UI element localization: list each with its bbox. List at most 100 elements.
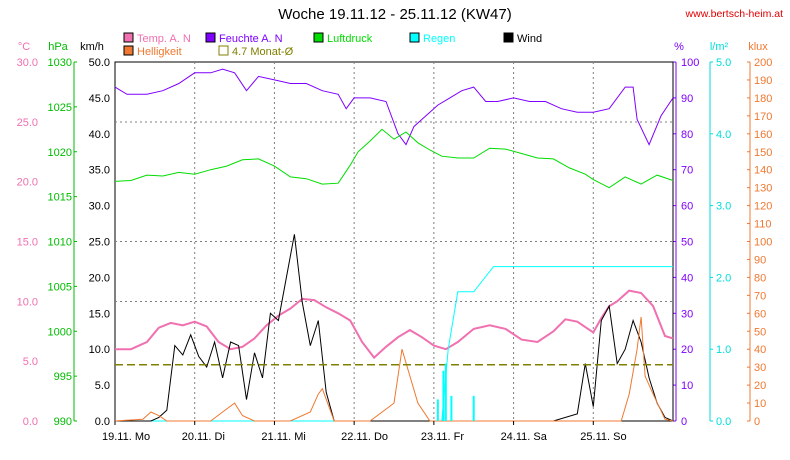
axis-ticks: 30.025.020.015.010.05.00.010301025102010…: [17, 57, 773, 428]
tick-label: 35.0: [89, 165, 110, 177]
tick-label: 10.0: [89, 344, 110, 356]
tick-label: 25.0: [89, 237, 110, 249]
legend-swatch: [313, 32, 324, 43]
tick-label: 1.0: [716, 344, 731, 356]
tick-label: 5.0: [716, 57, 731, 69]
axis-unit-label: °C: [18, 41, 30, 53]
tick-label: 0.0: [95, 416, 110, 428]
legend-label: Luftdruck: [327, 33, 373, 45]
tick-label: 20: [681, 344, 693, 356]
legend-label: Helligkeit: [137, 46, 182, 58]
tick-label: 45.0: [89, 93, 110, 105]
tick-label: 1015: [48, 192, 72, 204]
tick-label: 100: [681, 57, 699, 69]
tick-label: 1025: [48, 102, 72, 114]
tick-label: 1020: [48, 147, 72, 159]
tick-label: 140: [754, 165, 772, 177]
tick-label: 10: [754, 398, 766, 410]
tick-label: 15.0: [89, 308, 110, 320]
tick-label: 200: [754, 57, 772, 69]
legend-label: Feuchte A. N: [219, 33, 283, 45]
tick-label: 100: [754, 237, 772, 249]
legend-swatch: [409, 32, 420, 43]
axis-units: °C hPa km/h% l/m² klux: [18, 41, 768, 53]
tick-label: 190: [754, 75, 772, 87]
legend-swatch: [123, 45, 134, 56]
tick-label: 15.0: [17, 237, 38, 249]
tick-label: 130: [754, 183, 772, 195]
axis-unit-label: km/h: [80, 41, 104, 53]
tick-label: 70: [681, 165, 693, 177]
legend-swatch: [205, 32, 216, 43]
tick-label: 0: [754, 416, 760, 428]
x-tick-label: 20.11. Di: [182, 431, 225, 443]
tick-label: 20.0: [89, 272, 110, 284]
tick-label: 995: [54, 371, 72, 383]
x-tick-label: 21.11. Mi: [261, 431, 305, 443]
x-tick-label: 22.11. Do: [341, 431, 388, 443]
axis-unit-label: hPa: [48, 41, 68, 53]
tick-label: 5.0: [23, 356, 38, 368]
tick-label: 90: [681, 93, 693, 105]
series-temp-a-n: [115, 289, 674, 360]
tick-label: 40.0: [89, 129, 110, 141]
series-wind: [115, 234, 674, 422]
tick-label: 10.0: [17, 296, 38, 308]
tick-label: 0: [681, 416, 687, 428]
x-tick-label: 23.11. Fr: [421, 431, 465, 443]
tick-label: 90: [754, 254, 766, 266]
tick-label: 30: [754, 362, 766, 374]
tick-label: 150: [754, 147, 772, 159]
legend-label: Wind: [517, 33, 542, 45]
series-luftdruck: [114, 128, 674, 189]
tick-label: 50: [681, 237, 693, 249]
chart-title: Woche 19.11.12 - 25.11.12 (KW47): [278, 6, 511, 23]
tick-label: 25.0: [17, 117, 38, 129]
tick-label: 1000: [48, 326, 72, 338]
legend: Temp. A. N Feuchte A. N Luftdruck Regen Wind…: [123, 32, 542, 58]
tick-label: 20.0: [17, 177, 38, 189]
axis-unit-label: l/m²: [710, 41, 729, 53]
tick-label: 60: [681, 201, 693, 213]
tick-label: 1010: [48, 237, 72, 249]
tick-label: 160: [754, 129, 772, 141]
legend-label: Temp. A. N: [137, 33, 191, 45]
x-tick-label: 24.11. Sa: [501, 431, 548, 443]
tick-label: 110: [754, 219, 772, 231]
tick-label: 0.0: [716, 416, 731, 428]
tick-label: 990: [54, 416, 72, 428]
tick-label: 170: [754, 111, 772, 123]
tick-label: 70: [754, 290, 766, 302]
tick-label: 30.0: [89, 201, 110, 213]
tick-label: 180: [754, 93, 772, 105]
tick-label: 1030: [48, 57, 72, 69]
x-tick-label: 25.11. So: [580, 431, 626, 443]
tick-label: 50: [754, 326, 766, 338]
source-link[interactable]: www.bertsch-heim.at: [685, 8, 784, 20]
tick-label: 30: [681, 308, 693, 320]
series-helligkeit: [114, 316, 674, 422]
tick-label: 60: [754, 308, 766, 320]
series-layer: [114, 68, 674, 422]
tick-label: 80: [754, 272, 766, 284]
x-labels: 19.11. Mo 20.11. Di 21.11. Mi 22.11. Do 23.1…: [102, 421, 627, 443]
tick-label: 5.0: [95, 380, 110, 392]
tick-label: 30.0: [17, 57, 38, 69]
legend-swatch: [218, 45, 229, 56]
tick-label: 50.0: [89, 57, 110, 69]
legend-label: 4.7 Monat-Ø: [232, 46, 294, 58]
legend-swatch: [503, 32, 514, 43]
tick-label: 2.0: [716, 272, 731, 284]
legend-swatch: [123, 32, 134, 43]
tick-label: 40: [681, 272, 693, 284]
tick-label: 3.0: [716, 201, 731, 213]
axis-unit-label: %: [674, 41, 684, 53]
legend-label: Regen: [423, 33, 455, 45]
tick-label: 4.0: [716, 129, 731, 141]
tick-label: 0.0: [23, 416, 38, 428]
tick-label: 40: [754, 344, 766, 356]
tick-label: 1005: [48, 281, 72, 293]
tick-label: 10: [681, 380, 693, 392]
